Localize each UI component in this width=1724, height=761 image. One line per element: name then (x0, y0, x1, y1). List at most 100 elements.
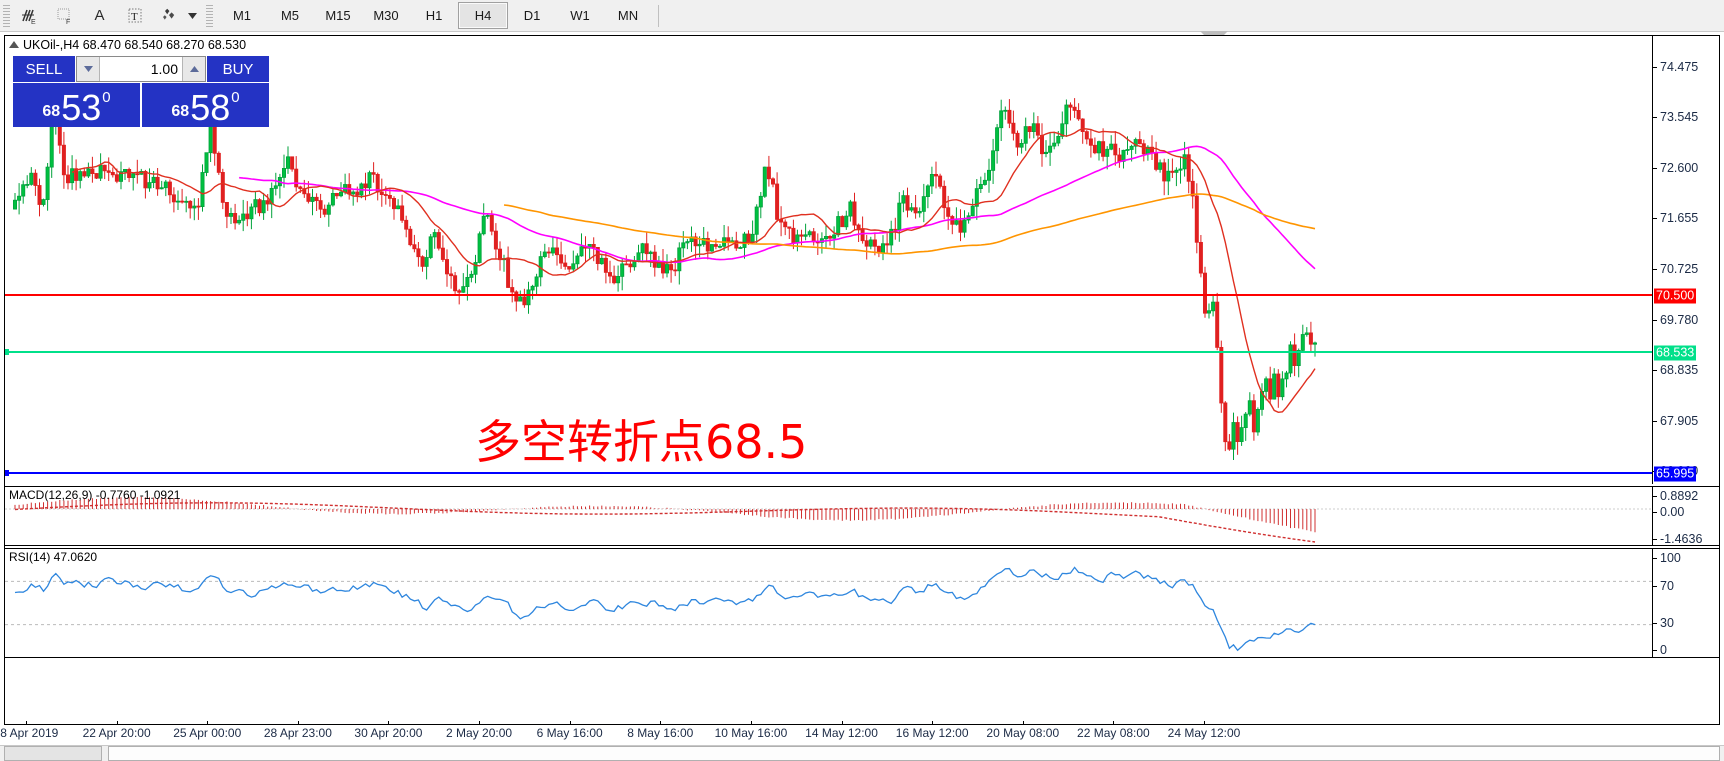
rsi-tick: 0 (1653, 643, 1667, 657)
buy-price-display[interactable]: 68 58 0 (142, 83, 269, 127)
support-line-handle[interactable] (5, 470, 9, 476)
sell-price-display[interactable]: 68 53 0 (13, 83, 140, 127)
rsi-title: RSI(14) 47.0620 (9, 550, 98, 564)
macd-plot (5, 496, 1652, 543)
price-tick: 71.655 (1652, 211, 1699, 225)
time-axis-label: 24 May 12:00 (1167, 726, 1241, 740)
price-tick: 67.905 (1652, 414, 1699, 428)
time-axis[interactable]: 18 Apr 2019 22 Apr 20:00 25 Apr 00:00 28 Ap… (0, 721, 1720, 746)
time-axis-tick (1113, 721, 1115, 725)
price-pane[interactable]: UKOil-,H4 68.470 68.540 68.270 68.530 多空… (5, 36, 1719, 484)
macd-tick: 0.8892 (1652, 489, 1699, 503)
objects-dropdown-caret-icon[interactable] (187, 3, 198, 28)
toolbar-divider (658, 4, 659, 27)
text-object-icon[interactable]: T (117, 3, 152, 28)
timeframe-m30[interactable]: M30 (362, 3, 410, 28)
time-axis-label: 20 May 08:00 (986, 726, 1060, 740)
volume-increment-icon[interactable] (182, 57, 205, 81)
timeframe-h4-label: H4 (474, 8, 492, 23)
support-price-label: 65.995 (1654, 466, 1697, 482)
price-tick: 73.545 (1652, 110, 1699, 124)
timeframe-w1[interactable]: W1 (556, 3, 604, 28)
sell-button[interactable]: SELL (13, 56, 75, 82)
volume-decrement-icon[interactable] (77, 57, 100, 81)
timeframe-mn[interactable]: MN (604, 3, 652, 28)
buy-price-fraction: 0 (231, 89, 240, 106)
resistance-line[interactable] (5, 294, 1652, 296)
price-tick: 68.835 (1652, 363, 1699, 377)
volume-value[interactable]: 1.00 (100, 57, 182, 81)
time-axis-tick (1204, 721, 1205, 725)
time-axis-tick (297, 721, 299, 725)
macd-pane[interactable]: MACD(12,26,9) -0.7760 -1.0921 0.8892 0.0… (5, 486, 1719, 546)
chart-annotation-text: 多空转折点68.5 (475, 415, 808, 469)
timeframe-h1-label: H1 (425, 8, 443, 23)
price-candles (12, 94, 1318, 460)
time-axis-label: 14 May 12:00 (805, 726, 878, 740)
price-tick: 74.475 (1652, 60, 1699, 74)
time-axis-tick (479, 721, 481, 725)
chart-collapse-icon[interactable] (9, 41, 19, 49)
svg-text:F: F (66, 19, 70, 26)
time-axis-label: 16 May 12:00 (895, 726, 969, 740)
timeframe-m1[interactable]: M1 (218, 3, 266, 28)
time-axis-tick (841, 721, 843, 725)
templates-icon[interactable]: F (47, 3, 82, 28)
timeframe-h4[interactable]: H4 (458, 2, 508, 29)
timeframe-m5[interactable]: M5 (266, 3, 314, 28)
rsi-plot (5, 566, 1652, 652)
timeframe-m30-label: M30 (373, 8, 399, 23)
macd-tick: -1.4636 (1652, 532, 1703, 546)
trade-panel-top-row: SELL 1.00 BUY (13, 56, 269, 82)
trade-panel-prices: 68 53 0 68 58 0 (13, 83, 269, 127)
time-axis-tick (569, 721, 571, 725)
time-axis-tick (116, 721, 118, 725)
timeframe-m1-label: M1 (232, 8, 252, 23)
buy-price-main: 58 (190, 87, 231, 128)
timeframe-d1-label: D1 (523, 8, 541, 23)
price-plot-area[interactable]: 多空转折点68.5 (5, 36, 1652, 484)
timeframe-h1[interactable]: H1 (410, 3, 458, 28)
sell-price-main: 53 (61, 87, 102, 128)
status-bar (0, 745, 1724, 761)
buy-price-prefix: 68 (171, 103, 190, 120)
text-label-icon[interactable]: A (94, 7, 105, 24)
status-bar-field (108, 746, 1720, 761)
rsi-tick: 30 (1653, 616, 1674, 630)
timeframe-m15[interactable]: M15 (314, 3, 362, 28)
macd-axis[interactable]: 0.8892 0.00 -1.4636 (1652, 487, 1719, 546)
pivot-line-handle[interactable] (5, 349, 9, 355)
symbol-ohlc-label: UKOil-,H4 68.470 68.540 68.270 68.530 (9, 38, 246, 52)
rsi-pane[interactable]: RSI(14) 47.0620 100 70 30 0 (5, 548, 1719, 658)
svg-text:E: E (31, 19, 36, 26)
pivot-line[interactable] (5, 349, 1652, 355)
objects-icon[interactable] (152, 3, 187, 28)
time-axis-tick (932, 721, 934, 725)
buy-button[interactable]: BUY (207, 56, 269, 82)
rsi-axis[interactable]: 100 70 30 0 (1652, 549, 1719, 657)
terminal-tab[interactable] (4, 746, 102, 761)
timeframe-d1[interactable]: D1 (508, 3, 556, 28)
support-line[interactable] (5, 470, 1652, 476)
rsi-plot-area[interactable]: RSI(14) 47.0620 (5, 549, 1652, 657)
timeframe-m5-label: M5 (280, 8, 300, 23)
toolbar-grip[interactable] (3, 4, 10, 27)
price-tick: 69.780 (1652, 313, 1699, 327)
one-click-trading-panel[interactable]: SELL 1.00 BUY 68 53 0 (13, 56, 269, 127)
chart-window[interactable]: UKOil-,H4 68.470 68.540 68.270 68.530 多空… (4, 35, 1720, 725)
price-axis[interactable]: 74.475 73.545 72.600 71.655 70.725 69.78… (1652, 36, 1719, 484)
indicators-icon[interactable]: E (12, 3, 47, 28)
price-tick: 70.725 (1652, 262, 1699, 276)
sell-price-prefix: 68 (42, 103, 61, 120)
time-axis-label: 8 May 16:00 (627, 726, 694, 740)
timeframe-toolbar-grip[interactable] (206, 4, 213, 27)
macd-plot-area[interactable]: MACD(12,26,9) -0.7760 -1.0921 (5, 487, 1652, 545)
time-axis-label: 30 Apr 20:00 (354, 726, 423, 740)
time-axis-label: 6 May 16:00 (536, 726, 603, 740)
time-axis-tick (388, 721, 390, 725)
time-axis-tick (1022, 721, 1024, 725)
time-axis-tick (660, 721, 662, 725)
time-axis-label: 25 Apr 00:00 (173, 726, 242, 740)
volume-input[interactable]: 1.00 (76, 56, 206, 82)
chart-scroll-handle-icon[interactable] (1200, 31, 1228, 42)
